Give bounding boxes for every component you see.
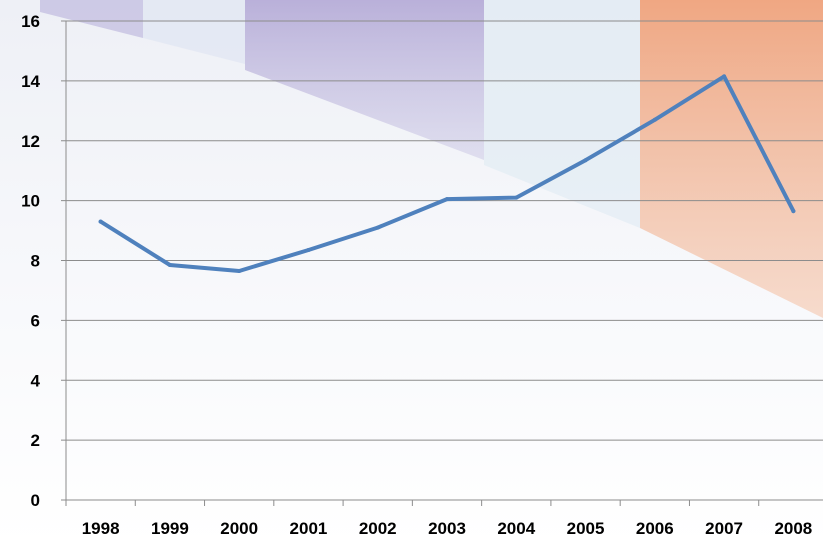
y-tick-label: 10 [21,192,40,211]
x-tick-label: 2000 [220,519,258,538]
y-tick-label: 4 [31,371,41,390]
x-axis-ticks: 1998 1999 2000 2001 2002 2003 2004 2005 2006 2007… [65,500,812,538]
background-band-light [143,0,245,64]
data-point [375,225,380,230]
y-tick-label: 6 [31,311,40,330]
data-point [98,219,103,224]
background-band-left [40,0,143,38]
x-tick-label: 1999 [151,519,189,538]
y-tick-label: 16 [21,12,40,31]
y-tick-label: 12 [21,132,40,151]
data-point [583,158,588,163]
data-point [237,268,242,273]
background-band-orange [640,0,823,318]
x-tick-label: 2008 [774,519,812,538]
y-tick-label: 8 [31,252,40,271]
x-tick-label: 2004 [497,519,535,538]
x-tick-label: 2002 [359,519,397,538]
background-band-pale [484,0,640,228]
data-point [167,262,172,267]
gridlines [66,20,823,441]
data-point [514,195,519,200]
data-point [722,74,727,79]
x-tick-label: 2007 [705,519,743,538]
data-point [445,197,449,202]
background-band-purple [245,0,484,160]
y-tick-label: 14 [21,72,40,91]
y-axis-ticks: 0 2 4 6 8 10 12 14 16 [21,12,66,510]
x-tick-label: 2006 [636,519,674,538]
x-tick-label: 2003 [428,519,466,538]
series-layer [98,74,796,273]
y-tick-label: 0 [31,491,40,510]
x-tick-label: 2001 [290,519,328,538]
x-tick-label: 2005 [567,519,605,538]
x-tick-label: 1998 [82,519,120,538]
data-point [306,248,311,253]
y-tick-label: 2 [31,431,40,450]
data-point [652,117,657,122]
data-point [791,209,796,214]
